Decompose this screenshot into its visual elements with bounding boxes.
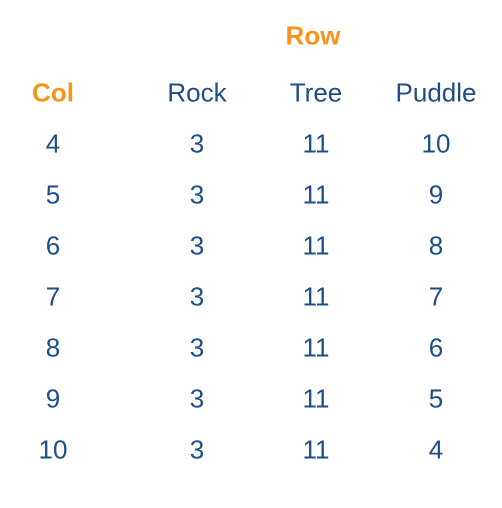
col-axis-title: Col	[32, 77, 74, 108]
table-cell-tree: 11	[302, 281, 330, 312]
table-cell-rock: 3	[189, 383, 205, 414]
table-cell-rock: 3	[189, 281, 205, 312]
table-cell-tree: 11	[302, 332, 330, 363]
row-col-value: 6	[45, 230, 61, 261]
row-col-value: 4	[45, 128, 61, 159]
table-cell-rock: 3	[189, 230, 205, 261]
row-col-value: 8	[45, 332, 61, 363]
table-cell-puddle: 4	[428, 434, 444, 465]
table-cell-puddle: 5	[428, 383, 444, 414]
row-axis-title: Row	[285, 20, 341, 51]
column-header-puddle: Puddle	[395, 77, 477, 108]
row-col-value: 5	[45, 179, 61, 210]
table-cell-tree: 11	[302, 128, 330, 159]
table-cell-rock: 3	[189, 434, 205, 465]
column-header-tree: Tree	[289, 77, 343, 108]
table-cell-puddle: 6	[428, 332, 444, 363]
table-cell-puddle: 9	[428, 179, 444, 210]
table-cell-tree: 11	[302, 383, 330, 414]
table-cell-puddle: 10	[421, 128, 451, 159]
table-cell-puddle: 7	[428, 281, 444, 312]
table-cell-rock: 3	[189, 332, 205, 363]
table-cell-puddle: 8	[428, 230, 444, 261]
row-col-value: 10	[38, 434, 68, 465]
table-cell-tree: 11	[302, 434, 330, 465]
table-cell-rock: 3	[189, 179, 205, 210]
table-cell-rock: 3	[189, 128, 205, 159]
row-col-value: 9	[45, 383, 61, 414]
table-cell-tree: 11	[302, 179, 330, 210]
row-col-value: 7	[45, 281, 61, 312]
column-header-rock: Rock	[167, 77, 227, 108]
table-cell-tree: 11	[302, 230, 330, 261]
